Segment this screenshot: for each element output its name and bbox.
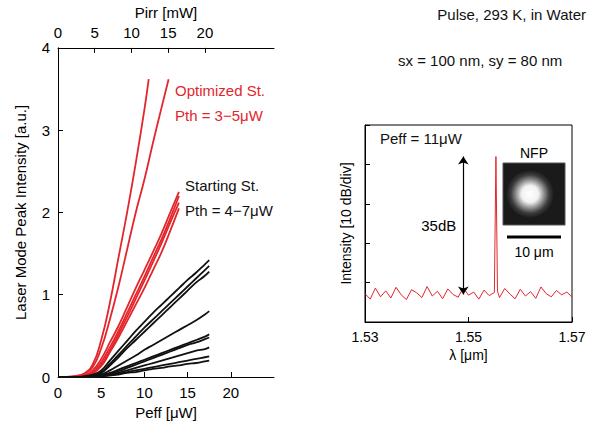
svg-text:Peff = 11μW: Peff = 11μW [380,130,463,147]
svg-text:Laser Mode Peak Intensity [a.u: Laser Mode Peak Intensity [a.u.] [12,105,29,320]
svg-text:0: 0 [54,24,62,41]
svg-text:10: 10 [123,24,140,41]
svg-text:35dB: 35dB [421,217,456,234]
svg-text:15: 15 [179,384,196,401]
svg-text:NFP: NFP [520,145,548,161]
svg-text:λ [μm]: λ [μm] [449,347,487,363]
svg-text:Peff [μW]: Peff [μW] [135,404,197,421]
svg-text:Pulse, 293 K, in Water: Pulse, 293 K, in Water [437,6,586,23]
svg-text:sx = 100 nm, sy = 80 nm: sx = 100 nm, sy = 80 nm [398,52,562,69]
svg-text:1.53: 1.53 [351,329,378,345]
svg-text:10 μm: 10 μm [514,244,553,260]
svg-text:20: 20 [197,24,214,41]
svg-text:20: 20 [222,384,239,401]
svg-text:10: 10 [136,384,153,401]
svg-text:0: 0 [42,369,50,386]
svg-text:Intensity [10 dB/div]: Intensity [10 dB/div] [338,162,354,284]
svg-text:0: 0 [54,384,62,401]
svg-text:15: 15 [160,24,177,41]
svg-text:4: 4 [42,39,50,56]
svg-text:1: 1 [42,286,50,303]
svg-text:3: 3 [42,122,50,139]
svg-text:Optimized St.: Optimized St. [175,82,265,99]
svg-text:5: 5 [91,24,99,41]
svg-text:Starting St.: Starting St. [185,177,259,194]
svg-text:Pth = 4−7μW: Pth = 4−7μW [185,202,274,219]
svg-text:Pth = 3−5μW: Pth = 3−5μW [175,107,264,124]
svg-text:1.55: 1.55 [455,329,482,345]
svg-text:5: 5 [97,384,105,401]
svg-text:2: 2 [42,204,50,221]
svg-text:Pirr [mW]: Pirr [mW] [135,4,197,21]
svg-text:1.57: 1.57 [558,329,585,345]
